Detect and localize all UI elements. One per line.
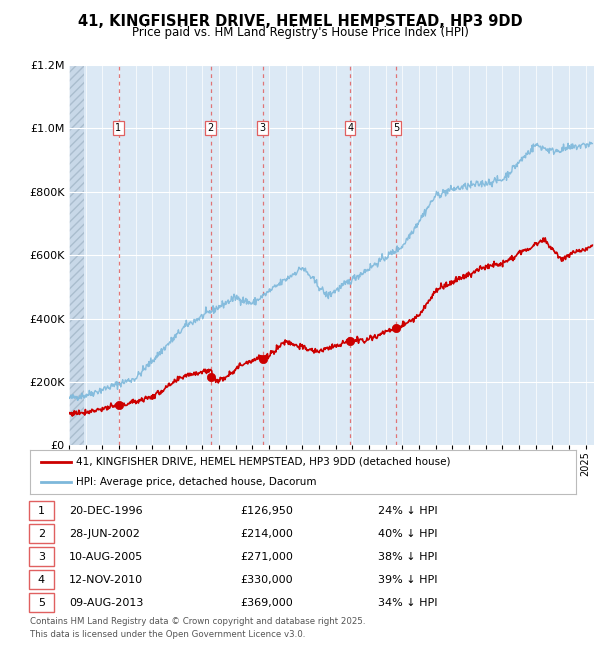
Text: 10-AUG-2005: 10-AUG-2005 <box>69 552 143 562</box>
Text: 1: 1 <box>115 123 122 133</box>
Text: 4: 4 <box>38 575 45 585</box>
Text: 3: 3 <box>259 123 266 133</box>
Text: 41, KINGFISHER DRIVE, HEMEL HEMPSTEAD, HP3 9DD: 41, KINGFISHER DRIVE, HEMEL HEMPSTEAD, H… <box>77 14 523 29</box>
Text: £126,950: £126,950 <box>240 506 293 515</box>
Text: 24% ↓ HPI: 24% ↓ HPI <box>378 506 437 515</box>
Text: HPI: Average price, detached house, Dacorum: HPI: Average price, detached house, Daco… <box>76 477 317 487</box>
Text: 34% ↓ HPI: 34% ↓ HPI <box>378 598 437 608</box>
Text: 12-NOV-2010: 12-NOV-2010 <box>69 575 143 585</box>
Text: £271,000: £271,000 <box>240 552 293 562</box>
Text: 5: 5 <box>38 598 45 608</box>
Text: 3: 3 <box>38 552 45 562</box>
Text: 4: 4 <box>347 123 353 133</box>
Text: £330,000: £330,000 <box>240 575 293 585</box>
Text: 5: 5 <box>393 123 399 133</box>
Text: 38% ↓ HPI: 38% ↓ HPI <box>378 552 437 562</box>
Text: 2: 2 <box>38 528 45 539</box>
Text: Contains HM Land Registry data © Crown copyright and database right 2025.
This d: Contains HM Land Registry data © Crown c… <box>30 618 365 639</box>
Text: 40% ↓ HPI: 40% ↓ HPI <box>378 528 437 539</box>
Text: £214,000: £214,000 <box>240 528 293 539</box>
Text: £369,000: £369,000 <box>240 598 293 608</box>
Text: 1: 1 <box>38 506 45 515</box>
Text: Price paid vs. HM Land Registry's House Price Index (HPI): Price paid vs. HM Land Registry's House … <box>131 26 469 39</box>
Text: 09-AUG-2013: 09-AUG-2013 <box>69 598 143 608</box>
Text: 39% ↓ HPI: 39% ↓ HPI <box>378 575 437 585</box>
Text: 28-JUN-2002: 28-JUN-2002 <box>69 528 140 539</box>
Text: 41, KINGFISHER DRIVE, HEMEL HEMPSTEAD, HP3 9DD (detached house): 41, KINGFISHER DRIVE, HEMEL HEMPSTEAD, H… <box>76 457 451 467</box>
Text: 20-DEC-1996: 20-DEC-1996 <box>69 506 143 515</box>
Text: 2: 2 <box>208 123 214 133</box>
